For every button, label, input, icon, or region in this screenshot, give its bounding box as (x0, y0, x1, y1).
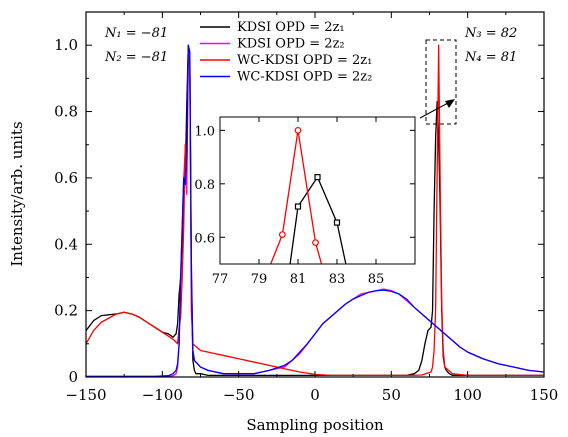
x-tick-label: −50 (223, 386, 255, 404)
inset-circle-marker (294, 126, 302, 134)
legend-label: WC-KDSI OPD = 2z₂ (237, 70, 372, 85)
y-tick-label: 0.6 (54, 169, 78, 187)
inset-background (220, 117, 415, 264)
x-tick-label: 150 (530, 386, 559, 404)
inset-plot-series (270, 126, 347, 264)
inset-square-marker (314, 174, 321, 181)
main-plot-series (86, 44, 544, 377)
x-tick-label: 0 (310, 386, 320, 404)
y-axis: 0 0.2 0.4 0.6 0.8 1.0 (54, 36, 544, 386)
y-tick-label: 0.4 (54, 235, 78, 253)
y-tick-label: 0.2 (54, 302, 78, 320)
inset-y-tick-label: 1.0 (194, 124, 215, 139)
zoom-arrow-head (445, 99, 455, 108)
inset-y-tick-label: 0.6 (194, 231, 215, 246)
series-line-4 (86, 44, 544, 377)
y-tick-label: 0 (68, 368, 78, 386)
x-tick-label: −150 (65, 386, 106, 404)
inset-x-tick-label: 79 (251, 272, 268, 287)
y-axis-title: Intensity/arb. units (8, 121, 26, 266)
inset-x-tick-label: 85 (368, 272, 385, 287)
legend-label: KDSI OPD = 2z₂ (237, 37, 345, 52)
x-axis: −150 −100 −50 0 50 100 150 (65, 12, 558, 404)
inset-x-axis: 77 79 81 83 85 (212, 117, 385, 287)
annotation-n3: N₃ = 82 (464, 26, 517, 41)
annotation-n1: N₁ = −81 (104, 26, 168, 41)
inset-square-marker (294, 203, 302, 210)
zoom-region-box (425, 39, 457, 125)
inset-y-tick-label: 0.8 (194, 178, 215, 193)
legend-label: KDSI OPD = 2z₁ (237, 20, 345, 35)
inset-y-axis: 0.6 0.8 1.0 (194, 124, 415, 246)
inset-circle-marker (279, 231, 286, 239)
x-tick-label: −100 (142, 386, 183, 404)
inset-x-tick-label: 83 (329, 272, 346, 287)
inset-x-tick-label: 81 (290, 272, 307, 287)
legend-label: WC-KDSI OPD = 2z₁ (237, 53, 372, 68)
inset-circle-marker (312, 239, 319, 247)
inset-x-tick-label: 77 (212, 272, 229, 287)
inset-frame (219, 116, 416, 265)
x-tick-label: 50 (382, 386, 401, 404)
x-tick-label: 100 (453, 386, 482, 404)
y-tick-label: 1.0 (54, 36, 78, 54)
annotation-n2: N₂ = −81 (104, 50, 168, 65)
inset-square-marker (333, 219, 341, 226)
series-line-3 (86, 44, 544, 376)
x-axis-title: Sampling position (246, 416, 384, 434)
zoom-arrow-line (419, 102, 449, 119)
annotation-n4: N₄ = 81 (464, 50, 517, 65)
y-tick-label: 0.8 (54, 103, 78, 121)
